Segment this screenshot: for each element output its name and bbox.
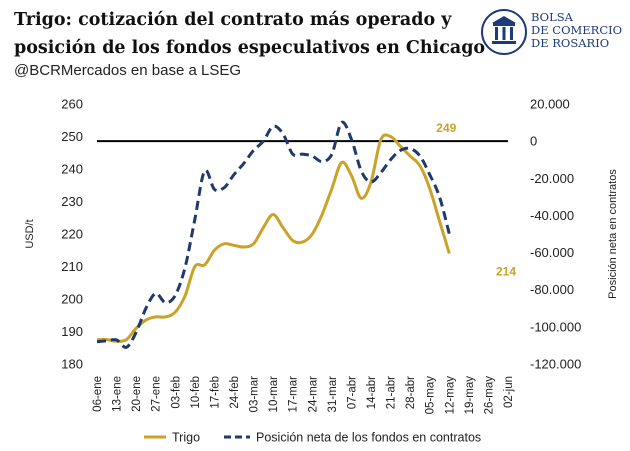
y-tick-label: 220: [61, 227, 83, 242]
bcr-emblem-icon: [481, 9, 527, 55]
y-tick-label: 230: [61, 194, 83, 209]
x-tick-label: 06-ene: [92, 376, 104, 412]
x-tick-label: 21-abr: [386, 376, 398, 409]
y-tick-label: 190: [61, 324, 83, 339]
bcr-logo: BOLSA DE COMERCIO DE ROSARIO: [480, 8, 625, 58]
data-label: 249: [436, 121, 456, 135]
x-tick-label: 14-abr: [366, 376, 378, 409]
y-axis-title: USD/t: [24, 219, 36, 248]
x-tick-label: 24-feb: [229, 376, 241, 409]
x-tick-label: 02-jun: [503, 376, 515, 408]
x-tick-label: 03-mar: [249, 376, 261, 413]
legend-label-posicion-neta: Posición neta de los fondos en contratos: [256, 431, 481, 445]
logo-line2: DE COMERCIO: [531, 23, 623, 37]
source-note: @BCRMercados en base a LSEG: [14, 62, 241, 79]
x-tick-label: 20-ene: [131, 376, 143, 412]
series-line-posicion-neta: [96, 120, 451, 349]
x-tick-label: 27-ene: [151, 376, 163, 412]
chart-title-line1: Trigo: cotización del contrato más opera…: [14, 10, 452, 30]
x-tick-label: 28-abr: [405, 376, 417, 409]
data-label: 214: [496, 265, 516, 279]
y2-tick-label: 20.000: [530, 97, 570, 112]
y-tick-label: 260: [61, 97, 83, 112]
x-tick-label: 19-may: [464, 376, 476, 415]
x-tick-label: 07-abr: [346, 376, 358, 409]
x-tick-label: 24-mar: [307, 376, 319, 413]
legend-label-trigo: Trigo: [172, 431, 200, 445]
chart-title: Trigo: cotización del contrato más opera…: [14, 6, 485, 62]
y2-tick-label: -80.000: [530, 282, 574, 297]
y2-axis-title: Posición neta en contratos: [607, 169, 619, 299]
y2-tick-label: -120.000: [530, 357, 581, 372]
x-tick-label: 17-mar: [288, 376, 300, 413]
y-tick-label: 180: [61, 357, 83, 372]
chart-title-line2: posición de los fondos especulativos en …: [14, 38, 486, 58]
x-tick-label: 12-may: [444, 376, 456, 415]
y2-tick-label: -20.000: [530, 171, 574, 186]
y-tick-label: 210: [61, 259, 83, 274]
y-tick-label: 250: [61, 129, 83, 144]
x-tick-label: 05-may: [425, 376, 437, 415]
series-line-trigo: [96, 133, 451, 343]
y-tick-label: 240: [61, 162, 83, 177]
x-tick-label: 26-may: [483, 376, 495, 415]
x-tick-label: 10-feb: [190, 376, 202, 409]
y2-tick-label: 0: [530, 134, 537, 149]
x-tick-label: 03-feb: [170, 376, 182, 409]
y2-tick-label: -60.000: [530, 245, 574, 260]
x-tick-label: 17-feb: [209, 376, 221, 409]
logo-line1: BOLSA: [531, 10, 573, 24]
x-tick-label: 10-mar: [268, 376, 280, 413]
x-tick-label: 13-ene: [112, 376, 124, 412]
y-tick-label: 200: [61, 292, 83, 307]
logo-line3: DE ROSARIO: [531, 36, 610, 50]
y2-tick-label: -100.000: [530, 319, 581, 334]
bcr-logo-text: BOLSA DE COMERCIO DE ROSARIO: [531, 11, 622, 50]
x-tick-label: 31-mar: [327, 376, 339, 413]
y2-tick-label: -40.000: [530, 208, 574, 223]
